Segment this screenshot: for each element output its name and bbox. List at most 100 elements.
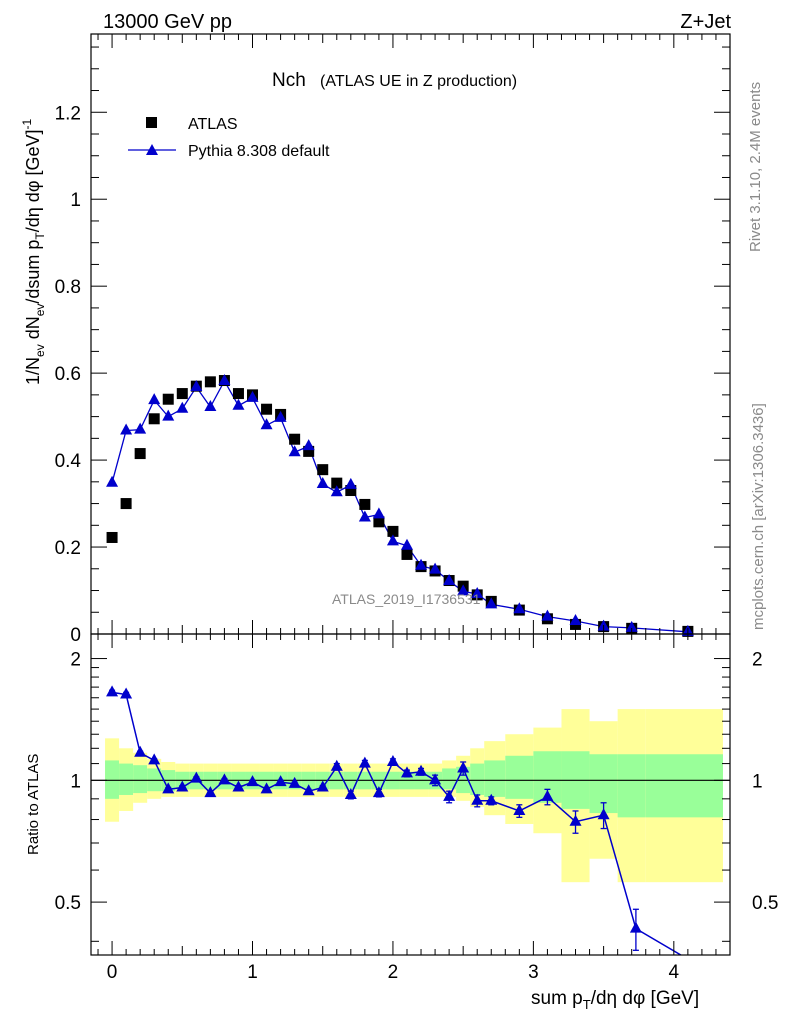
ratio-mc-point	[134, 745, 147, 757]
main-data-point	[261, 403, 273, 415]
ratio-mc-point	[400, 766, 413, 778]
y-tick-label: 0.6	[55, 364, 81, 385]
ratio-mc-point	[429, 773, 442, 785]
main-data-point	[204, 376, 216, 388]
main-mc-point	[344, 477, 357, 489]
x-axis-label: sum pT/dη dφ [GeV]	[531, 988, 699, 1012]
x-tick-label: 3	[528, 962, 539, 983]
ratio-band-inner	[442, 768, 457, 790]
legend-data-marker	[146, 117, 157, 128]
main-data-point	[289, 433, 301, 445]
main-data-point	[106, 531, 118, 543]
ratio-mc-point	[204, 786, 217, 798]
y-tick-label: 0	[70, 625, 81, 646]
ratio-y-tick-label-right: 1	[752, 771, 763, 792]
ratio-mc-point	[316, 780, 329, 792]
ratio-mc-point	[148, 753, 161, 765]
legend-data-label: ATLAS	[188, 116, 238, 133]
ratio-band-inner	[119, 763, 134, 795]
ratio-mc-line	[111, 691, 682, 955]
plot-subtitle: (ATLAS UE in Z production)	[320, 73, 517, 90]
main-data-point	[176, 388, 188, 400]
main-mc-point	[134, 422, 147, 434]
ratio-mc-point	[120, 687, 133, 699]
x-tick-label: 0	[107, 962, 118, 983]
ratio-band-inner	[133, 765, 148, 794]
main-mc-point	[400, 538, 413, 550]
mcplots-label: mcplots.cern.ch [arXiv:1306.3436]	[750, 403, 767, 630]
ratio-mc-point	[597, 808, 610, 820]
ratio-mc-point	[415, 764, 428, 776]
main-mc-point	[471, 587, 484, 598]
ratio-mc-point	[162, 782, 175, 794]
ratio-mc-point	[190, 771, 203, 783]
ratio-mc-point	[372, 786, 385, 798]
main-mc-point	[443, 573, 456, 585]
ratio-mc-point	[288, 776, 301, 788]
main-data-point	[387, 525, 399, 537]
main-mc-point	[625, 620, 638, 632]
y-axis-label-ratio: Ratio to ATLAS	[25, 754, 42, 855]
ratio-mc-point	[274, 775, 287, 787]
main-mc-point	[569, 613, 582, 625]
legend-mc-label: Pythia 8.308 default	[188, 143, 330, 160]
ticks-layer: 0 1 2 3 4 0 0.2 0.4 0.6 0.8 1 1.2 0.5 0.5 1 1 2 2	[55, 34, 778, 983]
y-tick-label: 0.4	[55, 451, 82, 472]
y-tick-label: 1.2	[55, 103, 81, 124]
main-mc-line	[111, 379, 688, 633]
main-mc-point	[429, 562, 442, 574]
ratio-series-clip	[106, 685, 682, 955]
main-mc-point	[302, 439, 315, 451]
ratio-mc-point	[386, 754, 399, 766]
ratio-mc-point	[471, 793, 484, 805]
main-data-point	[120, 498, 132, 510]
ratio-mc-point	[485, 793, 498, 805]
y-tick-label: 0.2	[55, 538, 81, 559]
main-mc-point	[358, 510, 371, 522]
main-mc-point	[120, 423, 133, 435]
ratio-y-tick-label: 1	[70, 771, 81, 792]
main-mc-point	[415, 558, 428, 570]
ratio-mc-point	[106, 685, 119, 697]
main-mc-point	[204, 400, 217, 412]
main-mc-point	[457, 584, 470, 596]
y-axis-label-main: 1/Nev dNev/dsum pT/dη dφ [GeV]-1	[20, 118, 47, 385]
ratio-mc-point	[443, 789, 456, 801]
ratio-band-inner	[645, 754, 723, 818]
ratio-mc-point	[218, 773, 231, 785]
process-label: Z+Jet	[680, 11, 731, 33]
main-mc-point	[106, 475, 119, 487]
main-mc-point	[246, 390, 259, 402]
ratio-mc-point	[541, 789, 554, 801]
main-mc-point	[162, 409, 175, 421]
main-mc-point	[316, 477, 329, 488]
plot-title: Nch	[272, 70, 306, 91]
main-mc-point	[330, 485, 343, 497]
ratio-band-inner	[617, 754, 646, 818]
ratio-mc-point	[629, 921, 642, 933]
main-data-point	[373, 516, 385, 528]
main-mc-point	[485, 597, 498, 609]
main-data-point	[359, 498, 371, 510]
ratio-bands-layer	[105, 709, 723, 883]
ratio-series-layer	[106, 685, 682, 955]
main-mc-point	[372, 507, 385, 519]
ratio-mc-point	[330, 759, 343, 771]
main-data-point	[232, 388, 244, 400]
main-data-point	[162, 393, 174, 405]
main-mc-point	[386, 534, 399, 546]
main-mc-point	[541, 609, 554, 621]
main-data-point	[317, 464, 329, 476]
y-tick-label: 1	[70, 190, 81, 211]
ratio-band-inner	[105, 760, 120, 799]
ratio-mc-point	[302, 784, 315, 796]
ratio-y-tick-label-right: 2	[752, 650, 763, 671]
main-mc-point	[274, 410, 287, 422]
ratio-mc-point	[358, 756, 371, 768]
analysis-watermark: ATLAS_2019_I1736531	[332, 591, 481, 607]
ratio-mc-point	[344, 787, 357, 799]
ratio-mc-point	[513, 803, 526, 815]
x-tick-label: 1	[247, 962, 258, 983]
ratio-band-inner	[505, 755, 534, 799]
y-tick-label: 0.8	[55, 277, 81, 298]
